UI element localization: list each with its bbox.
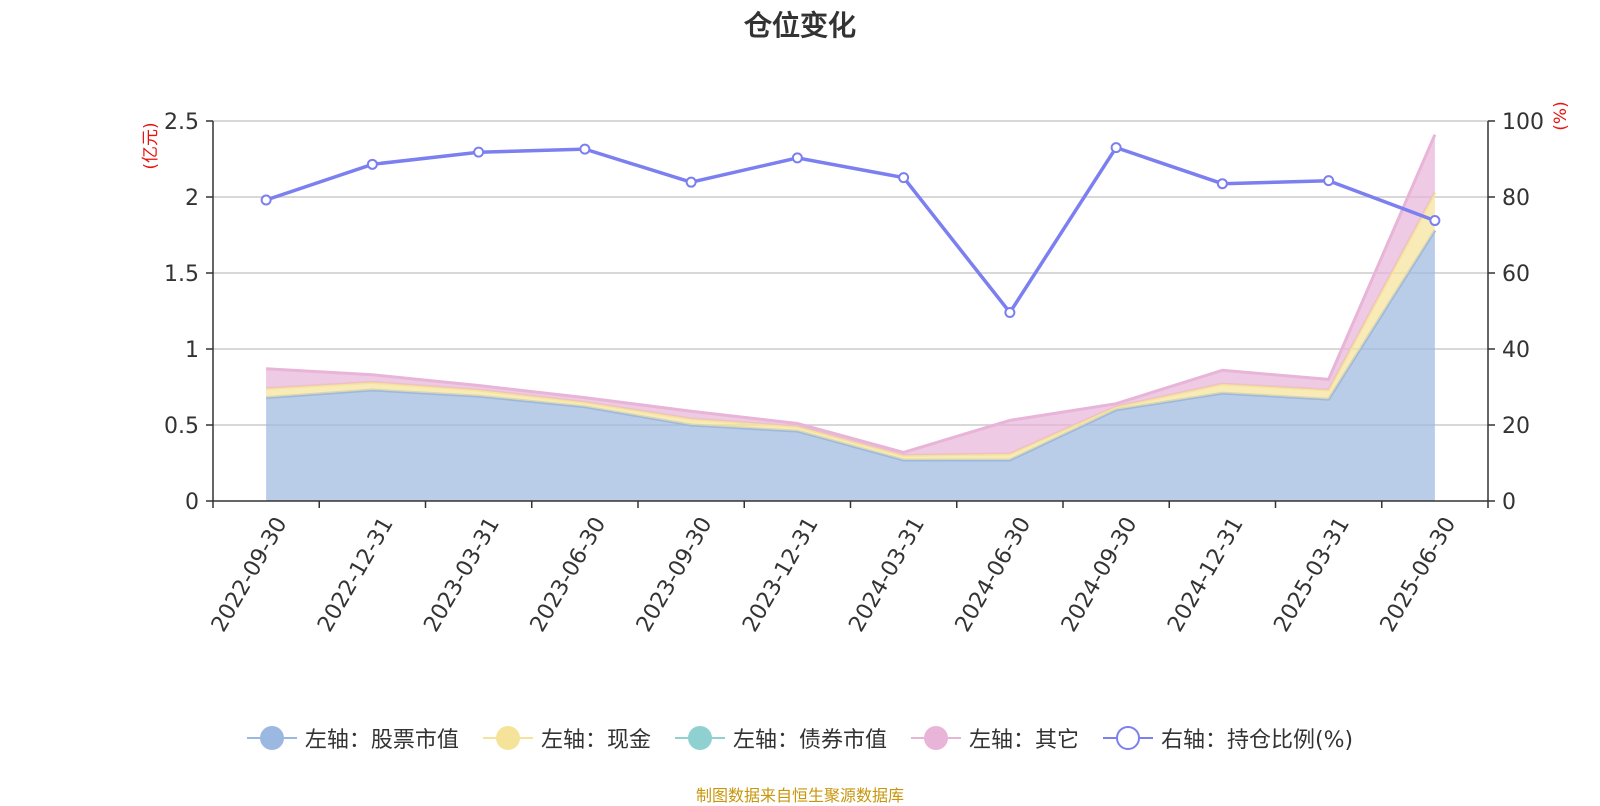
ratio-line-path [265,145,1436,316]
x-tick-label: 2024-06-30 [951,513,1037,636]
right-tick-label: 100 [1502,110,1544,135]
ratio-point [1004,307,1016,319]
legend-dot-marker [482,725,533,751]
source-footer: 制图数据来自恒生聚源数据库 [695,786,904,805]
x-tick-label: 2023-09-30 [632,513,718,636]
legend-dot-marker [910,725,961,751]
legend-label: 左轴：债券市值 [732,728,887,753]
legend-line-marker [1102,725,1153,751]
legend-label: 左轴：股票市值 [304,728,459,753]
legend-dot-marker [246,725,297,751]
left-tick-label: 1.5 [164,262,199,287]
legend-dot-marker [674,725,725,751]
legend-label: 右轴：持仓比例(%) [1160,728,1354,753]
x-tick-label: 2023-12-31 [738,513,824,636]
ratio-point [791,152,803,164]
x-tick-label: 2022-12-31 [313,513,399,636]
ratio-point [579,143,591,155]
left-tick-label: 2.5 [164,110,199,135]
right-tick-label: 0 [1502,490,1516,515]
axes [206,120,1495,508]
legend-label: 左轴：现金 [540,728,651,753]
x-tick-label: 2025-06-30 [1376,513,1462,636]
right-tick-label: 40 [1502,338,1530,363]
legend-item[interactable]: 左轴：股票市值 [246,722,459,754]
x-tick-label: 2024-12-31 [1163,513,1249,636]
ratio-line [260,142,1441,319]
right-tick-label: 80 [1502,186,1530,211]
ratio-point [1323,175,1335,187]
right-tick-label: 20 [1502,414,1530,439]
x-tick-label: 2023-03-31 [419,513,505,636]
ratio-point [366,158,378,170]
right-axis-unit: (%) [1551,101,1571,130]
area-左轴：股票市值 [266,230,1435,501]
right-tick-label: 60 [1502,262,1530,287]
chart-title: 仓位变化 [743,9,856,42]
ratio-point [1429,215,1441,227]
legend-item[interactable]: 左轴：债券市值 [674,722,887,754]
x-tick-label: 2023-06-30 [526,513,612,636]
x-tick-label: 2024-09-30 [1057,513,1143,636]
x-tick-label: 2025-03-31 [1269,513,1355,636]
left-axis-unit: (亿元) [141,122,161,169]
ratio-point [685,176,697,188]
legend-item[interactable]: 左轴：其它 [910,722,1079,754]
legend-label: 左轴：其它 [968,728,1079,753]
x-tick-label: 2024-03-31 [844,513,930,636]
x-tick-label: 2022-09-30 [207,513,293,636]
stacked-areas [265,134,1437,501]
ratio-point [1110,142,1122,154]
left-tick-label: 2 [185,186,199,211]
ratio-point [1216,178,1228,190]
area-edge-左轴：其它 [266,134,1437,454]
ratio-point [473,146,485,158]
area-edge-左轴：现金 [266,191,1437,457]
legend-item[interactable]: 左轴：现金 [482,722,651,754]
ratio-point [898,172,910,184]
left-tick-label: 0 [185,490,199,515]
legend-item[interactable]: 右轴：持仓比例(%) [1102,722,1354,754]
left-tick-label: 0.5 [164,414,199,439]
legend: 左轴：股票市值 左轴：现金 左轴：债券市值 左轴：其它 右轴：持仓比例(%) [0,722,1600,754]
ratio-point [260,194,272,206]
left-tick-label: 1 [185,338,199,363]
